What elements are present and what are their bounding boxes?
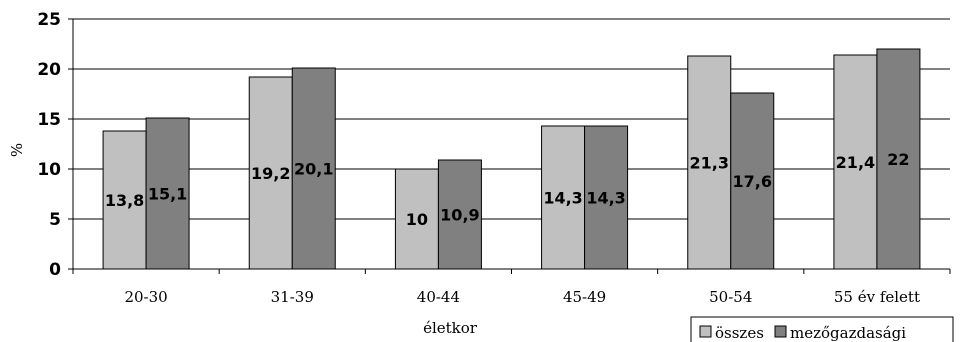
x-tick-label-3: 45-49 — [563, 288, 606, 306]
x-tick-labels: 20-30 31-39 40-44 45-49 50-54 55 év felett — [124, 288, 920, 306]
x-tick-label-2: 40-44 — [417, 288, 460, 306]
y-tick-label-1: 5 — [49, 210, 61, 230]
data-label-0-0: 13,8 — [105, 191, 144, 210]
gridlines — [73, 19, 950, 219]
data-label-1-3: 14,3 — [586, 189, 625, 208]
x-tick-label-5: 55 év felett — [834, 288, 920, 306]
legend: összes mezőgazdasági — [691, 317, 953, 342]
data-label-0-5: 21,4 — [836, 153, 875, 172]
y-tick-label-2: 10 — [37, 160, 61, 180]
y-tick-label-5: 25 — [37, 10, 61, 30]
y-axis-label: % — [8, 143, 26, 157]
data-label-1-4: 17,6 — [733, 172, 772, 191]
x-tick-label-1: 31-39 — [271, 288, 314, 306]
data-label-1-5: 22 — [887, 150, 909, 169]
legend-label-1: mezőgazdasági — [790, 324, 906, 342]
x-tick-label-0: 20-30 — [124, 288, 167, 306]
data-label-0-2: 10 — [406, 210, 428, 229]
legend-swatch-0 — [700, 326, 711, 337]
data-label-0-4: 21,3 — [690, 154, 729, 173]
y-tick-label-4: 20 — [37, 60, 61, 80]
data-label-0-1: 19,2 — [251, 164, 290, 183]
y-tick-label-3: 15 — [37, 110, 61, 130]
x-axis-label: életkor — [423, 319, 478, 337]
data-label-1-2: 10,9 — [440, 206, 479, 225]
data-label-0-3: 14,3 — [543, 189, 582, 208]
data-label-1-1: 20,1 — [294, 160, 333, 179]
legend-label-0: összes — [715, 324, 764, 342]
axes — [68, 19, 950, 274]
bars — [103, 49, 920, 269]
x-tick-label-4: 50-54 — [709, 288, 752, 306]
legend-swatch-1 — [775, 326, 786, 337]
y-tick-labels: 0 5 10 15 20 25 — [37, 10, 61, 280]
data-label-1-0: 15,1 — [148, 185, 187, 204]
data-labels: 13,8 19,2 10 14,3 21,3 21,4 15,1 20,1 10,9 14,3 17… — [105, 150, 910, 229]
y-tick-label-0: 0 — [49, 260, 61, 280]
